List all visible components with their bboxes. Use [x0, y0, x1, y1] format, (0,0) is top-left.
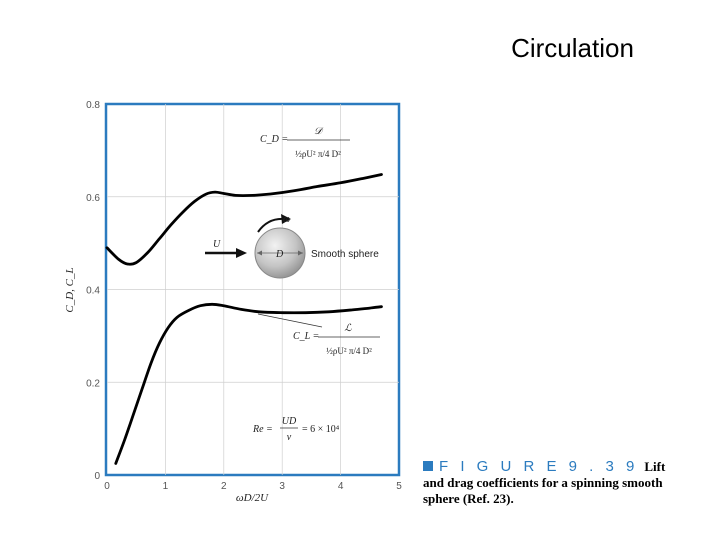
- series-line-c-l: [114, 302, 383, 465]
- caption-bullet-square: [423, 461, 433, 471]
- svg-text:𝒟: 𝒟: [314, 126, 324, 137]
- svg-text:ℒ: ℒ: [344, 323, 352, 334]
- svg-text:D: D: [275, 249, 284, 260]
- svg-text:U: U: [213, 239, 221, 250]
- reynolds-number: Re = UD ν = 6 × 10⁴: [252, 416, 340, 443]
- x-tick-label: 5: [396, 481, 402, 492]
- svg-text:ω: ω: [283, 214, 290, 225]
- series-layer: [105, 173, 383, 465]
- figure-label: F I G U R E 9 . 3 9: [439, 458, 639, 475]
- svg-text:½ρU² π/4 D²: ½ρU² π/4 D²: [295, 149, 341, 159]
- x-tick-label: 1: [163, 481, 169, 492]
- diameter-arrow-left: [257, 250, 262, 256]
- y-tick-label: 0.8: [86, 100, 100, 111]
- spin-arrowhead: [281, 214, 291, 224]
- svg-text:= 6 × 10⁴: = 6 × 10⁴: [302, 424, 340, 435]
- cd-formula: C_D = 𝒟 ½ρU² π/4 D²: [260, 126, 350, 159]
- diameter-arrow-right: [298, 250, 303, 256]
- svg-text:Smooth sphere: Smooth sphere: [311, 249, 379, 260]
- x-tick-label: 0: [104, 481, 110, 492]
- svg-text:½ρU² π/4 D²: ½ρU² π/4 D²: [326, 346, 372, 356]
- sphere-inset: U ω D Smooth sphere: [205, 214, 379, 279]
- spin-arrow: [257, 217, 285, 233]
- axis-ticks: 0 1 2 3 4 5 0 0.2 0.4 0.6 0.8: [86, 100, 402, 492]
- svg-text:C_L =: C_L =: [293, 331, 319, 342]
- slide-title: Circulation: [511, 33, 634, 63]
- y-tick-label: 0.6: [86, 193, 100, 204]
- x-tick-label: 2: [221, 481, 227, 492]
- flow-arrowhead: [236, 248, 247, 258]
- y-axis-label: C_D, C_L: [64, 267, 76, 312]
- x-axis-label: ωD/2U: [236, 492, 269, 504]
- x-tick-label: 3: [279, 481, 285, 492]
- cl-leader-line: [257, 313, 323, 328]
- y-tick-label: 0.2: [86, 378, 100, 389]
- figure-caption: F I G U R E 9 . 3 9 Lift and drag coeffic…: [423, 459, 683, 507]
- svg-text:ν: ν: [287, 432, 292, 443]
- series-line-c-d: [105, 173, 383, 266]
- y-tick-label: 0: [94, 471, 100, 482]
- svg-text:UD: UD: [282, 416, 297, 427]
- svg-text:C_D =: C_D =: [260, 134, 288, 145]
- svg-text:Re =: Re =: [252, 424, 273, 435]
- caption-text: Lift and drag coefficients for a spinnin…: [423, 459, 666, 506]
- x-tick-label: 4: [338, 481, 344, 492]
- cl-formula: C_L = ℒ ½ρU² π/4 D²: [257, 313, 380, 356]
- y-tick-label: 0.4: [86, 286, 100, 297]
